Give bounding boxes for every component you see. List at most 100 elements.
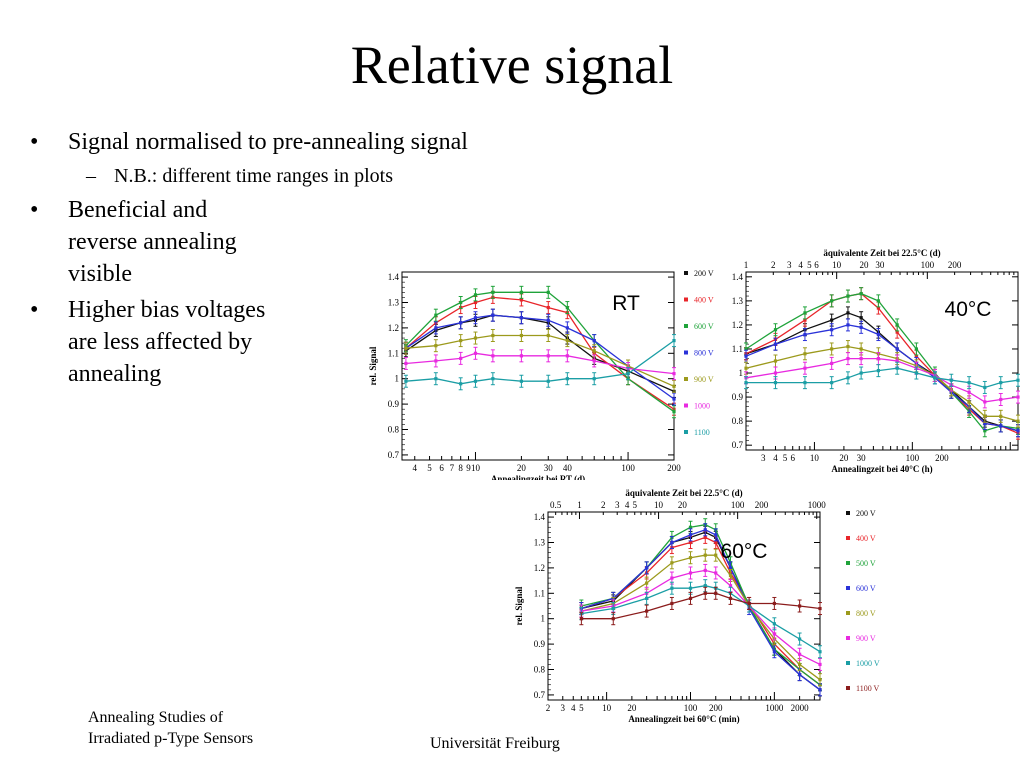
top-x-tick-label: 1 (577, 500, 582, 510)
x-tick-label: 100 (684, 703, 698, 713)
data-point (830, 318, 834, 322)
x-axis-label: Annealingzeit bei RT (d) (491, 474, 585, 480)
x-axis-label: Annealingzeit bei 60°C (min) (628, 714, 739, 724)
top-x-tick-label: 0.5 (550, 500, 562, 510)
y-tick-label: 0.9 (388, 399, 400, 409)
data-point (565, 338, 569, 343)
top-x-tick-label: 4 (798, 260, 803, 270)
y-axis-label: rel. Signal (514, 586, 524, 625)
x-tick-label: 4 (412, 463, 417, 473)
x-axis-label: Annealingzeit bei 40°C (h) (831, 464, 932, 474)
data-point (798, 637, 802, 641)
y-axis-label: rel. Signal (368, 346, 378, 385)
legend-label: 800 V (694, 349, 714, 358)
data-point (773, 328, 778, 332)
data-point (565, 326, 569, 330)
y-tick-label: 0.9 (534, 639, 546, 649)
data-point (546, 333, 550, 338)
data-point (967, 400, 971, 404)
data-point (798, 652, 802, 656)
legend-label: 900 V (694, 375, 714, 384)
data-point (818, 688, 822, 692)
y-tick-label: 0.7 (534, 690, 546, 700)
x-tick-label: 6 (439, 463, 444, 473)
bullet-marker: • (30, 197, 39, 223)
data-point (714, 591, 718, 595)
data-point (876, 299, 880, 303)
bullet-item: • Signal normalised to pre-annealing sig… (30, 126, 590, 158)
data-point (798, 672, 802, 677)
legend-marker (846, 536, 850, 540)
data-point (798, 604, 802, 608)
data-point (459, 321, 463, 325)
data-point (803, 311, 807, 315)
y-tick-label: 0.8 (732, 416, 744, 426)
y-tick-label: 0.7 (732, 440, 744, 450)
y-tick-label: 1.4 (388, 272, 400, 282)
y-tick-label: 1.1 (388, 348, 399, 358)
data-point (404, 346, 408, 350)
y-tick-label: 1 (739, 368, 744, 378)
sub-bullet-item: – N.B.: different time ranges in plots (30, 162, 590, 190)
chart-60c: 0.70.80.911.11.21.31.42 3 4 5 10 20 100 200 1000… (514, 488, 880, 724)
data-point (714, 571, 718, 575)
data-point (546, 305, 550, 310)
data-point (744, 347, 748, 351)
data-point (670, 561, 674, 565)
data-point (772, 632, 776, 636)
data-point (519, 333, 524, 338)
data-point (728, 584, 733, 588)
data-point (473, 293, 478, 297)
data-point (876, 356, 880, 361)
data-point (859, 325, 863, 329)
data-point (803, 366, 807, 370)
data-point (491, 313, 495, 317)
series-line (581, 529, 821, 691)
data-point (728, 596, 733, 600)
data-point (626, 372, 630, 376)
data-point (670, 540, 674, 545)
top-x-tick-label: 6 (814, 260, 819, 270)
data-point (818, 662, 822, 667)
data-point (546, 354, 550, 358)
x-tick-label: 3 (761, 453, 766, 463)
chart-rt: 0.7 0.8 0.9 1 1.1 1.2 1.3 1.4 4 5 6 7 8 9 10 20 30 40 100 2… (368, 269, 714, 480)
data-point (688, 596, 693, 600)
top-x-tick-label: 1 (744, 260, 749, 270)
x-tick-label: 200 (667, 463, 681, 473)
data-point (983, 400, 987, 404)
x-tick-label: 7 (450, 463, 455, 473)
bullet-marker: • (30, 297, 39, 323)
data-point (830, 299, 834, 303)
data-point (611, 617, 615, 621)
legend-marker (684, 430, 688, 434)
legend-label: 600 V (694, 322, 714, 331)
data-point (546, 318, 550, 322)
top-x-tick-label: 5 (632, 500, 637, 510)
y-tick-label: 1.4 (732, 272, 744, 282)
data-point (611, 606, 615, 611)
legend-marker (846, 636, 850, 640)
y-tick-label: 0.7 (388, 450, 400, 460)
data-point (859, 292, 863, 296)
data-point (895, 366, 899, 370)
bullet-list: • Signal normalised to pre-annealing sig… (30, 126, 590, 394)
data-point (688, 533, 693, 537)
data-point (999, 424, 1003, 428)
top-x-tick-label: 30 (875, 260, 885, 270)
y-tick-label: 1.2 (732, 320, 743, 330)
legend-label: 1100 (694, 428, 710, 437)
data-point (999, 381, 1003, 385)
data-point (895, 347, 899, 351)
data-point (728, 573, 733, 578)
data-point (830, 347, 834, 351)
data-point (404, 361, 408, 366)
data-point (773, 371, 778, 375)
data-point (983, 429, 987, 433)
series-line (581, 536, 821, 686)
top-x-tick-label: 2 (771, 260, 776, 270)
y-tick-label: 1.4 (534, 512, 546, 522)
data-point (803, 318, 807, 322)
y-tick-label: 1.2 (534, 563, 545, 573)
y-tick-label: 0.8 (534, 665, 546, 675)
